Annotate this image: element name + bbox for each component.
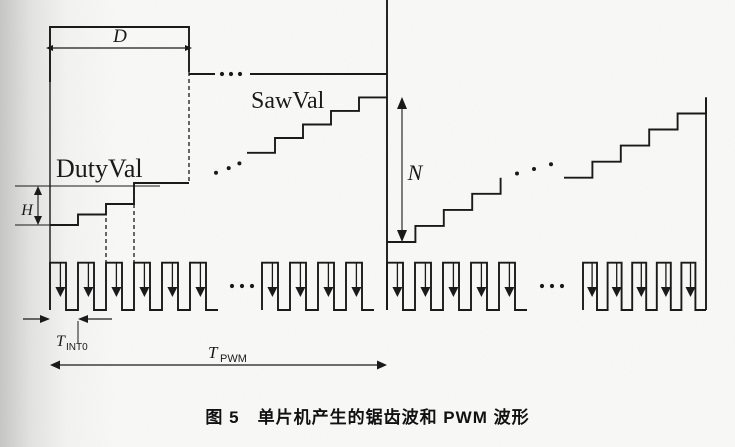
svg-text:T: T [208, 343, 219, 362]
svg-text:T: T [56, 333, 66, 350]
svg-text:PWM: PWM [220, 353, 247, 365]
svg-text:SawVal: SawVal [251, 88, 325, 114]
svg-text:H: H [20, 202, 34, 219]
svg-text:N: N [407, 160, 424, 185]
svg-text:D: D [112, 26, 127, 47]
svg-text:INT0: INT0 [66, 342, 88, 353]
svg-text:DutyVal: DutyVal [56, 154, 143, 183]
